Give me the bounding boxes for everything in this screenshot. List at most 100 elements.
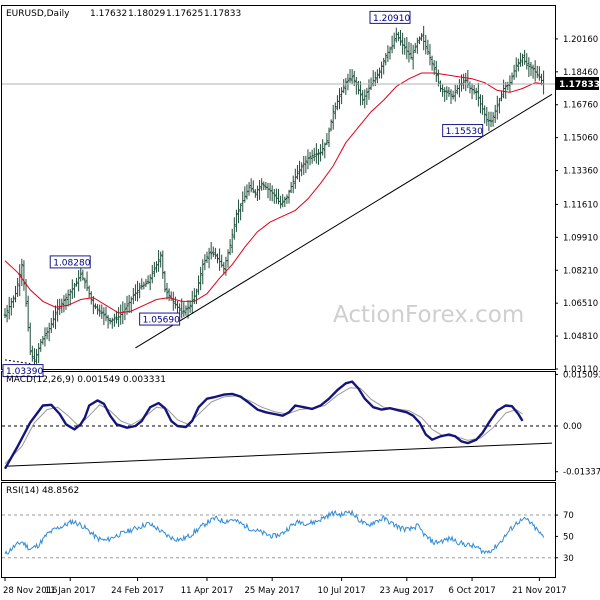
price-bar bbox=[388, 46, 392, 60]
price-y-tick-label: 1.16760 bbox=[563, 101, 598, 111]
x-tick-label: 25 May 2017 bbox=[244, 586, 299, 596]
price-bar bbox=[407, 41, 411, 63]
price-bar bbox=[312, 147, 316, 162]
price-y-tick-label: 1.15060 bbox=[563, 134, 598, 144]
price-bar bbox=[262, 181, 266, 191]
price-bar bbox=[531, 64, 535, 79]
price-bar bbox=[81, 269, 85, 281]
price-callout: 1.05690 bbox=[139, 312, 181, 326]
price-bar bbox=[409, 43, 413, 60]
price-bar bbox=[31, 345, 34, 362]
macd-signal-line bbox=[4, 387, 523, 464]
price-bar bbox=[54, 305, 57, 330]
price-bar bbox=[249, 178, 253, 193]
price-bar bbox=[441, 84, 444, 97]
price-bar bbox=[376, 69, 379, 83]
price-bar bbox=[466, 70, 470, 89]
price-bar bbox=[182, 302, 186, 317]
price-bar bbox=[251, 180, 255, 194]
price-bar bbox=[138, 282, 141, 299]
price-bar bbox=[342, 79, 346, 94]
price-callout: 1.03390 bbox=[2, 364, 44, 378]
price-bar bbox=[378, 67, 381, 79]
price-bar bbox=[37, 343, 40, 364]
price-bar bbox=[296, 165, 299, 180]
price-header-low: 1.17625 bbox=[166, 9, 203, 19]
price-bar bbox=[500, 90, 503, 102]
price-trendline bbox=[4, 359, 31, 365]
current-price-tag: 1.17833 bbox=[556, 76, 600, 90]
x-tick-label: 21 Nov 2017 bbox=[512, 586, 566, 596]
price-bar bbox=[365, 87, 369, 105]
price-bar bbox=[104, 306, 108, 322]
price-bar bbox=[172, 291, 175, 311]
price-bar bbox=[159, 251, 162, 268]
rsi-line bbox=[4, 509, 545, 555]
macd-title: MACD(12,26,9) 0.001549 0.003331 bbox=[6, 375, 166, 385]
price-bar bbox=[237, 199, 240, 224]
x-tick-label: 11 Apr 2017 bbox=[181, 586, 234, 596]
price-bar bbox=[144, 278, 148, 287]
price-bar bbox=[243, 186, 247, 203]
rsi-levels bbox=[2, 514, 555, 559]
price-bar bbox=[132, 288, 135, 305]
price-bar bbox=[279, 195, 282, 209]
price-bar bbox=[245, 184, 249, 200]
moving-average-line bbox=[4, 72, 544, 314]
price-bar bbox=[420, 33, 423, 41]
price-bar bbox=[361, 90, 364, 106]
price-bar bbox=[18, 264, 22, 297]
price-callout-label: 1.08280 bbox=[53, 258, 90, 268]
price-bar bbox=[294, 168, 297, 189]
watermark: ActionForex.com bbox=[333, 302, 524, 328]
price-bar bbox=[443, 87, 447, 102]
price-bar bbox=[458, 79, 461, 98]
macd-line bbox=[3, 380, 524, 470]
price-bar bbox=[10, 297, 13, 316]
price-bar bbox=[201, 259, 205, 285]
price-bar bbox=[477, 82, 480, 107]
price-bar bbox=[449, 89, 453, 105]
price-bar bbox=[62, 295, 66, 313]
price-bar bbox=[161, 250, 165, 279]
price-bar bbox=[64, 293, 68, 310]
price-bar bbox=[216, 253, 219, 264]
price-bar bbox=[521, 53, 524, 67]
price-bar bbox=[535, 65, 539, 79]
price-bar bbox=[268, 182, 272, 201]
price-callout: 1.08280 bbox=[49, 255, 91, 268]
price-bar bbox=[190, 290, 194, 314]
price-bar bbox=[464, 72, 468, 92]
price-bar bbox=[426, 39, 430, 56]
price-bar bbox=[428, 44, 432, 66]
price-bar bbox=[254, 189, 257, 198]
price-bar bbox=[291, 175, 295, 194]
price-bar bbox=[483, 105, 486, 124]
price-bar bbox=[209, 242, 213, 260]
price-bar bbox=[140, 278, 144, 290]
current-price-tag-box bbox=[556, 76, 599, 90]
price-bar bbox=[304, 155, 308, 174]
x-tick-label: 24 Feb 2017 bbox=[111, 586, 164, 596]
price-bar bbox=[239, 203, 242, 221]
price-bar bbox=[506, 81, 510, 91]
price-bar bbox=[327, 127, 331, 148]
price-y-tick-label: 1.11610 bbox=[563, 200, 598, 210]
price-bar bbox=[300, 162, 303, 177]
macd-y-tick-label: 0.00 bbox=[563, 422, 582, 432]
price-bar bbox=[350, 69, 354, 85]
rsi-y-axis: 70 50 30 bbox=[555, 511, 574, 564]
price-bar bbox=[222, 261, 226, 275]
price-bar bbox=[384, 53, 388, 66]
price-bar bbox=[153, 261, 156, 278]
price-callout-box bbox=[442, 124, 484, 138]
price-header-high: 1.18029 bbox=[128, 9, 165, 19]
rsi-y-tick-label: 50 bbox=[563, 532, 574, 542]
price-bar bbox=[73, 282, 76, 298]
price-y-tick-label: 1.09910 bbox=[563, 233, 598, 243]
price-bar bbox=[12, 295, 15, 308]
price-callout-label: 1.15530 bbox=[446, 127, 483, 137]
price-bar bbox=[214, 247, 217, 260]
price-bar bbox=[538, 66, 541, 81]
price-bar bbox=[83, 277, 87, 289]
